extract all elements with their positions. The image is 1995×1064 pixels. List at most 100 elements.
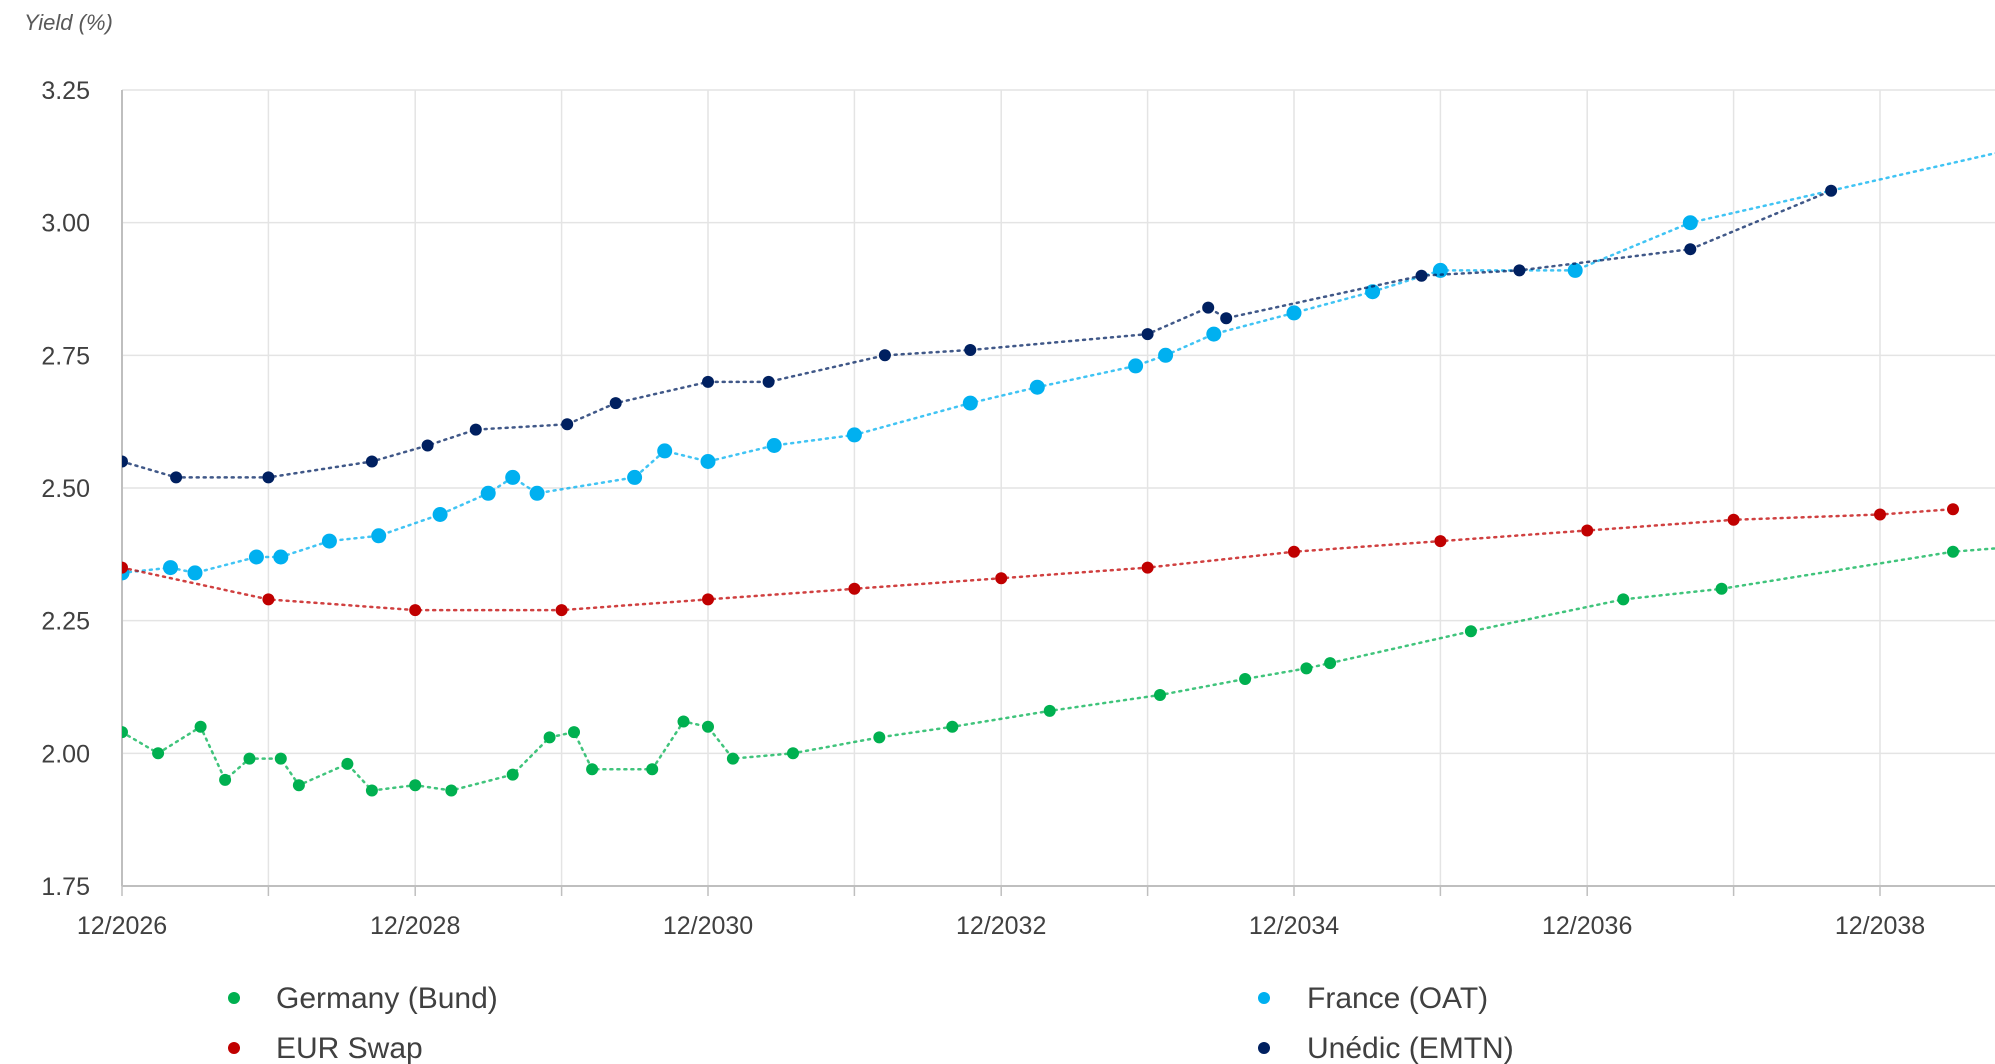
- data-point-germany-bund[interactable]: [543, 731, 556, 744]
- data-point-un-dic-emtn[interactable]: [1684, 243, 1697, 256]
- data-point-france-oat[interactable]: [1128, 358, 1144, 374]
- data-point-france-oat[interactable]: [371, 528, 387, 544]
- data-point-germany-bund[interactable]: [365, 784, 378, 797]
- data-point-un-dic-emtn[interactable]: [561, 418, 574, 431]
- legend-item-eur-swap[interactable]: EUR Swap: [228, 1032, 423, 1064]
- data-point-un-dic-emtn[interactable]: [609, 397, 622, 410]
- data-point-germany-bund[interactable]: [702, 720, 714, 733]
- data-point-france-oat[interactable]: [1567, 262, 1583, 278]
- data-point-france-oat[interactable]: [627, 469, 643, 485]
- data-point-france-oat[interactable]: [700, 454, 716, 469]
- data-point-un-dic-emtn[interactable]: [1202, 301, 1215, 314]
- data-point-germany-bund[interactable]: [873, 731, 886, 744]
- data-point-germany-bund[interactable]: [1043, 704, 1056, 717]
- legend-item-germany-bund[interactable]: Germany (Bund): [228, 982, 498, 1015]
- data-point-france-oat[interactable]: [505, 469, 521, 485]
- data-point-un-dic-emtn[interactable]: [1220, 312, 1233, 325]
- data-point-germany-bund[interactable]: [274, 752, 287, 765]
- data-point-germany-bund[interactable]: [1154, 689, 1166, 701]
- data-point-germany-bund[interactable]: [409, 779, 422, 792]
- legend-marker-eur-swap: [228, 1042, 240, 1054]
- data-point-germany-bund[interactable]: [586, 763, 599, 776]
- data-point-eur-swap[interactable]: [1141, 561, 1154, 574]
- data-point-germany-bund[interactable]: [1324, 657, 1337, 670]
- data-point-eur-swap[interactable]: [1581, 524, 1594, 537]
- data-point-germany-bund[interactable]: [946, 720, 959, 733]
- data-point-france-oat[interactable]: [657, 443, 673, 459]
- data-point-un-dic-emtn[interactable]: [116, 455, 128, 468]
- data-point-france-oat[interactable]: [962, 395, 978, 411]
- legend-item-unedic-emtn[interactable]: Unédic (EMTN): [1258, 1032, 1514, 1064]
- x-tick-label: 12/2038: [1835, 912, 1925, 940]
- data-point-france-oat[interactable]: [529, 485, 545, 501]
- data-point-un-dic-emtn[interactable]: [365, 455, 378, 468]
- data-point-germany-bund[interactable]: [116, 726, 128, 739]
- data-point-un-dic-emtn[interactable]: [421, 439, 434, 452]
- data-point-france-oat[interactable]: [766, 438, 782, 453]
- data-point-france-oat[interactable]: [163, 560, 178, 576]
- data-point-france-oat[interactable]: [432, 507, 448, 522]
- data-point-germany-bund[interactable]: [292, 779, 305, 792]
- data-point-un-dic-emtn[interactable]: [1141, 328, 1154, 341]
- data-point-france-oat[interactable]: [187, 565, 203, 581]
- data-point-un-dic-emtn[interactable]: [964, 344, 977, 356]
- data-point-eur-swap[interactable]: [702, 593, 714, 606]
- data-point-eur-swap[interactable]: [1874, 508, 1886, 521]
- data-point-eur-swap[interactable]: [995, 572, 1008, 585]
- data-point-france-oat[interactable]: [1365, 284, 1381, 300]
- data-point-germany-bund[interactable]: [1300, 662, 1313, 675]
- data-point-un-dic-emtn[interactable]: [170, 471, 183, 484]
- data-point-un-dic-emtn[interactable]: [469, 423, 482, 436]
- legend-item-france-oat[interactable]: France (OAT): [1258, 982, 1488, 1015]
- y-tick-label: 2.00: [41, 740, 90, 768]
- data-point-germany-bund[interactable]: [1947, 545, 1959, 558]
- data-point-france-oat[interactable]: [480, 485, 496, 501]
- data-point-germany-bund[interactable]: [568, 726, 580, 739]
- data-point-germany-bund[interactable]: [646, 763, 659, 776]
- data-point-germany-bund[interactable]: [219, 773, 232, 786]
- data-point-france-oat[interactable]: [248, 549, 264, 565]
- data-point-germany-bund[interactable]: [445, 784, 458, 797]
- data-point-eur-swap[interactable]: [116, 561, 128, 574]
- data-point-germany-bund[interactable]: [726, 752, 739, 765]
- data-point-eur-swap[interactable]: [555, 604, 568, 617]
- data-point-un-dic-emtn[interactable]: [1513, 264, 1526, 277]
- data-point-eur-swap[interactable]: [1434, 535, 1447, 548]
- legend-marker-france-oat: [1258, 992, 1270, 1004]
- series-layer: [116, 151, 1995, 797]
- data-point-france-oat[interactable]: [1029, 379, 1045, 395]
- data-point-germany-bund[interactable]: [1617, 593, 1630, 606]
- data-point-france-oat[interactable]: [1206, 326, 1222, 342]
- data-point-germany-bund[interactable]: [243, 752, 256, 765]
- data-point-eur-swap[interactable]: [1288, 545, 1300, 558]
- data-point-eur-swap[interactable]: [848, 582, 861, 595]
- data-point-germany-bund[interactable]: [1464, 625, 1477, 638]
- data-point-germany-bund[interactable]: [506, 768, 519, 781]
- data-point-un-dic-emtn[interactable]: [262, 471, 275, 484]
- data-point-germany-bund[interactable]: [194, 720, 207, 733]
- data-point-germany-bund[interactable]: [341, 757, 354, 770]
- data-point-germany-bund[interactable]: [787, 747, 799, 760]
- data-point-germany-bund[interactable]: [677, 715, 690, 728]
- data-point-germany-bund[interactable]: [1239, 673, 1252, 685]
- legend-label-eur-swap: EUR Swap: [276, 1032, 423, 1064]
- legend: Germany (Bund) France (OAT) EUR Swap Uné…: [228, 982, 1514, 1064]
- data-point-france-oat[interactable]: [321, 533, 337, 549]
- axes: [121, 90, 1995, 896]
- data-point-france-oat[interactable]: [1286, 305, 1302, 321]
- data-point-france-oat[interactable]: [1158, 347, 1174, 363]
- data-point-france-oat[interactable]: [846, 427, 862, 443]
- data-point-eur-swap[interactable]: [1947, 503, 1959, 516]
- data-point-eur-swap[interactable]: [1727, 513, 1740, 526]
- data-point-un-dic-emtn[interactable]: [1825, 184, 1838, 197]
- data-point-germany-bund[interactable]: [1715, 582, 1728, 595]
- data-point-eur-swap[interactable]: [409, 604, 422, 617]
- data-point-germany-bund[interactable]: [152, 747, 165, 760]
- data-point-france-oat[interactable]: [273, 549, 289, 565]
- data-point-france-oat[interactable]: [1682, 215, 1698, 231]
- data-point-un-dic-emtn[interactable]: [702, 375, 714, 388]
- data-point-un-dic-emtn[interactable]: [878, 349, 891, 362]
- data-point-un-dic-emtn[interactable]: [762, 375, 775, 388]
- data-point-eur-swap[interactable]: [262, 593, 275, 606]
- data-point-un-dic-emtn[interactable]: [1415, 269, 1428, 282]
